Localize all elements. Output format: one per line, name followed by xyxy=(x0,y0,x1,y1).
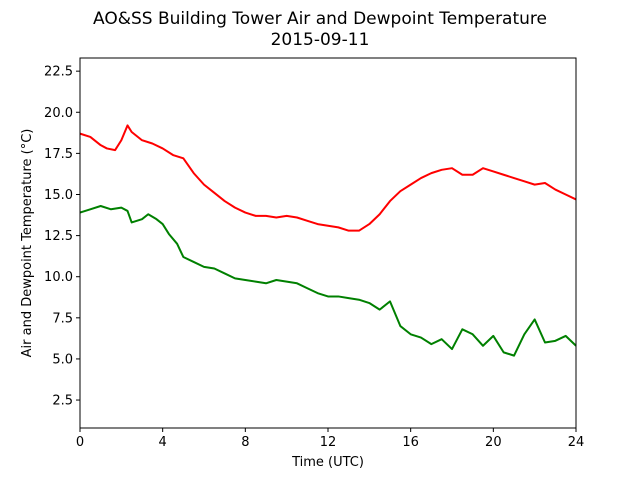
y-tick-label-2: 7.5 xyxy=(52,311,73,326)
chart-title: AO&SS Building Tower Air and Dewpoint Te… xyxy=(93,9,547,29)
x-tick-label-6: 24 xyxy=(568,435,585,450)
y-tick-label-0: 2.5 xyxy=(52,394,73,409)
y-tick-label-6: 17.5 xyxy=(44,147,73,162)
y-tick-label-1: 5.0 xyxy=(52,352,73,367)
y-tick-label-3: 10.0 xyxy=(44,270,73,285)
x-tick-label-5: 20 xyxy=(485,435,502,450)
x-tick-label-3: 12 xyxy=(320,435,337,450)
series-layer xyxy=(79,124,577,357)
x-tick-label-4: 16 xyxy=(402,435,419,450)
series-line-0 xyxy=(79,124,577,232)
x-axis-ticks: 0 4 8 12 16 20 24 xyxy=(76,428,584,450)
chart-subtitle: 2015-09-11 xyxy=(271,30,370,50)
x-tick-label-1: 4 xyxy=(159,435,167,450)
plot-area: 0 4 8 12 16 20 24 2.5 5.0 7.5 10.0 12.5 15.0 17.5 20.… xyxy=(44,57,584,450)
x-tick-label-0: 0 xyxy=(76,435,84,450)
y-axis-ticks: 2.5 5.0 7.5 10.0 12.5 15.0 17.5 20.0 22.5 xyxy=(44,65,80,409)
y-tick-label-5: 15.0 xyxy=(44,188,73,203)
x-axis-label: Time (UTC) xyxy=(291,455,364,470)
y-tick-label-4: 12.5 xyxy=(44,229,73,244)
y-axis-label: Air and Dewpoint Temperature (°C) xyxy=(20,129,35,358)
x-tick-label-2: 8 xyxy=(241,435,249,450)
y-tick-label-7: 20.0 xyxy=(44,106,73,121)
y-tick-label-8: 22.5 xyxy=(44,65,73,80)
series-line-1 xyxy=(79,205,577,357)
